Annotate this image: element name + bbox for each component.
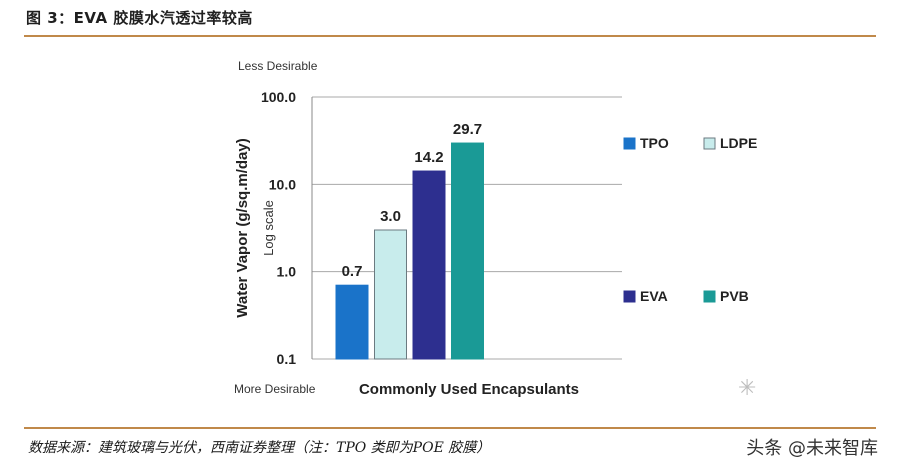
bottom-rule <box>24 427 876 429</box>
watermark-mark-icon: ✳ <box>738 376 757 401</box>
legend-label-eva: EVA <box>640 288 668 304</box>
y-tick-label: 1.0 <box>277 264 297 280</box>
watermark-text: 头条 @未来智库 <box>746 438 878 459</box>
legend-swatch-ldpe <box>703 137 716 150</box>
legend-swatch-pvb <box>703 290 716 303</box>
y-tick-label: 0.1 <box>277 351 297 367</box>
legend-label-tpo: TPO <box>640 135 669 151</box>
bar-ldpe <box>374 229 407 360</box>
bar-eva <box>412 170 446 360</box>
top-rule <box>24 35 876 37</box>
bottom-note: More Desirable <box>234 382 316 396</box>
bar-value-label: 0.7 <box>342 263 363 280</box>
y-tick-label: 10.0 <box>269 176 296 192</box>
source-note: 数据来源：建筑玻璃与光伏，西南证券整理（注：TPO 类即为POE 胶膜） <box>28 440 491 456</box>
x-axis-label: Commonly Used Encapsulants <box>359 381 579 398</box>
legend-swatch-tpo <box>623 137 636 150</box>
legend-swatch-eva <box>623 290 636 303</box>
bar-tpo <box>335 284 369 360</box>
bar-pvb <box>451 142 484 360</box>
bar-layer: 0.7 3.0 14.2 29.7 <box>335 121 484 360</box>
tick-layer: 0.1 1.0 10.0 100.0 <box>261 89 296 367</box>
scale-note: Log scale <box>261 200 276 256</box>
legend-label-pvb: PVB <box>720 288 749 304</box>
axis-layer: Less Desirable More Desirable Water Vapo… <box>234 59 579 398</box>
bar-value-label: 14.2 <box>414 149 443 166</box>
y-tick-label: 100.0 <box>261 89 296 105</box>
y-axis-label: Water Vapor (g/sq.m/day) <box>234 138 251 317</box>
figure-title: 图 3：EVA 胶膜水汽透过率较高 <box>26 9 253 27</box>
legend-layer: TPO LDPE EVA PVB <box>623 135 757 304</box>
legend-label-ldpe: LDPE <box>720 135 757 151</box>
bar-value-label: 29.7 <box>453 121 482 138</box>
top-note: Less Desirable <box>238 59 318 73</box>
bar-value-label: 3.0 <box>380 208 401 225</box>
